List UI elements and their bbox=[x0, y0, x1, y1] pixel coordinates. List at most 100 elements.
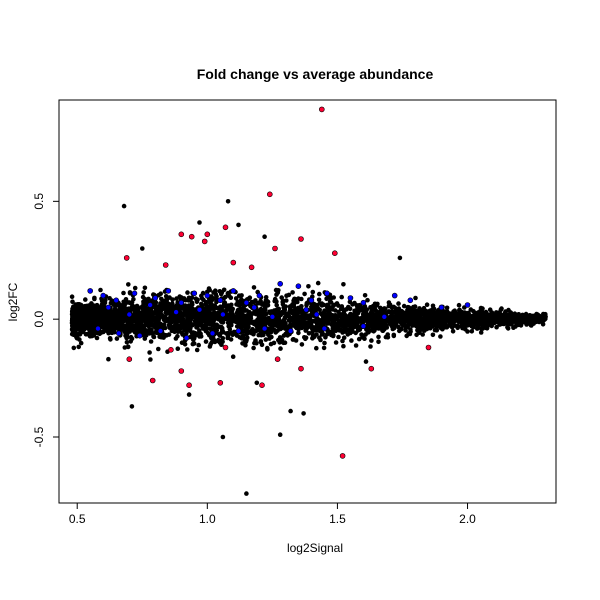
data-point bbox=[368, 344, 373, 349]
data-point bbox=[396, 324, 401, 330]
data-point bbox=[257, 323, 262, 329]
data-point bbox=[214, 328, 220, 333]
data-point bbox=[203, 319, 208, 325]
data-point bbox=[287, 310, 292, 316]
data-point bbox=[89, 333, 95, 339]
data-point bbox=[463, 313, 468, 319]
blue-data-point bbox=[131, 290, 138, 297]
data-point bbox=[306, 284, 311, 289]
data-point bbox=[222, 300, 228, 305]
data-point bbox=[263, 320, 268, 326]
red-data-point bbox=[298, 236, 304, 242]
blue-data-point bbox=[321, 325, 328, 332]
data-point bbox=[248, 314, 253, 319]
red-data-point bbox=[126, 356, 133, 363]
data-point bbox=[415, 327, 420, 333]
data-point bbox=[255, 327, 260, 333]
data-point bbox=[329, 305, 335, 310]
blue-data-point bbox=[269, 313, 276, 320]
data-point bbox=[273, 330, 279, 335]
red-data-point bbox=[222, 224, 229, 231]
data-point bbox=[407, 315, 412, 321]
data-point bbox=[370, 306, 376, 312]
red-data-point bbox=[331, 250, 338, 256]
red-data-point bbox=[168, 346, 174, 353]
data-point bbox=[264, 298, 269, 304]
data-point bbox=[295, 305, 301, 311]
data-point bbox=[444, 305, 450, 311]
data-point bbox=[317, 328, 323, 334]
data-point bbox=[450, 312, 455, 318]
data-point bbox=[83, 332, 89, 337]
data-point bbox=[241, 323, 247, 329]
data-point bbox=[340, 330, 345, 335]
data-point bbox=[83, 297, 88, 302]
data-point bbox=[392, 305, 398, 311]
data-point bbox=[391, 324, 397, 330]
data-point bbox=[366, 321, 372, 326]
data-point bbox=[366, 315, 372, 321]
data-point bbox=[275, 315, 281, 321]
data-point bbox=[172, 319, 178, 324]
data-point bbox=[375, 325, 381, 331]
data-point bbox=[424, 315, 429, 320]
data-point bbox=[380, 310, 385, 315]
data-point bbox=[493, 317, 498, 323]
data-point bbox=[470, 325, 476, 330]
data-point bbox=[274, 292, 279, 297]
data-point bbox=[320, 316, 326, 322]
data-point bbox=[401, 303, 407, 309]
y-axis-label: log2FC bbox=[6, 282, 20, 321]
data-point bbox=[456, 312, 462, 318]
red-data-point bbox=[178, 231, 185, 238]
data-point bbox=[378, 305, 383, 311]
data-point bbox=[103, 310, 109, 315]
data-point bbox=[126, 318, 132, 323]
data-point bbox=[71, 320, 77, 325]
blue-data-point bbox=[113, 297, 119, 304]
data-point bbox=[383, 318, 389, 324]
blue-data-point bbox=[165, 288, 172, 294]
data-point bbox=[148, 339, 154, 344]
data-point bbox=[424, 302, 430, 308]
data-point bbox=[506, 313, 512, 319]
data-point bbox=[370, 325, 376, 330]
data-point bbox=[197, 220, 202, 225]
data-point bbox=[468, 319, 474, 325]
data-point bbox=[498, 314, 504, 319]
data-point bbox=[455, 325, 461, 331]
data-point bbox=[394, 311, 399, 317]
data-point bbox=[124, 340, 130, 345]
y-tick-label: 0.5 bbox=[32, 193, 46, 210]
data-point bbox=[112, 316, 117, 321]
data-point bbox=[539, 317, 544, 323]
data-point bbox=[336, 334, 341, 340]
data-point bbox=[171, 327, 177, 332]
data-point bbox=[274, 302, 280, 308]
data-point bbox=[208, 326, 213, 332]
data-point bbox=[194, 347, 200, 353]
data-point bbox=[251, 345, 256, 351]
data-point bbox=[363, 311, 368, 317]
data-point bbox=[87, 329, 93, 335]
data-point bbox=[321, 302, 327, 308]
data-point bbox=[469, 329, 475, 334]
y-tick-label: 0.0 bbox=[32, 311, 46, 328]
data-point bbox=[280, 310, 285, 316]
data-point bbox=[356, 336, 362, 342]
data-point bbox=[456, 318, 462, 323]
red-data-point bbox=[201, 238, 208, 245]
red-data-point bbox=[149, 377, 156, 384]
data-point bbox=[117, 309, 123, 315]
data-point bbox=[143, 322, 149, 328]
data-point bbox=[376, 339, 381, 345]
data-point bbox=[314, 345, 319, 351]
data-point bbox=[277, 432, 283, 438]
data-point bbox=[364, 307, 370, 312]
data-point bbox=[331, 295, 337, 300]
data-point bbox=[214, 316, 219, 321]
data-point bbox=[191, 310, 197, 315]
data-point bbox=[158, 291, 163, 297]
data-point bbox=[438, 334, 443, 339]
data-point bbox=[282, 340, 288, 346]
